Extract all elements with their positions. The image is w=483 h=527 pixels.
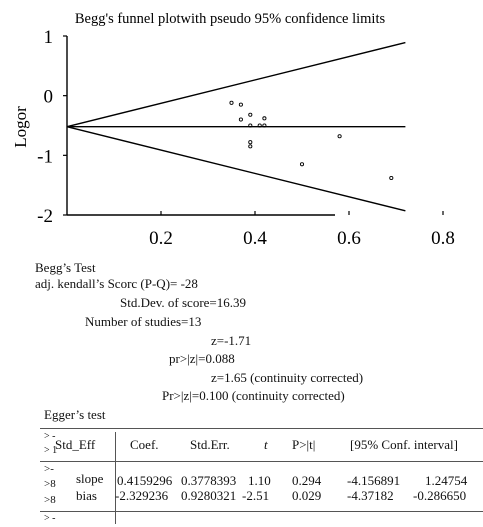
col-t: t <box>264 437 268 452</box>
col-coef: Coef. <box>130 437 159 452</box>
egger-cell-t: -2.51 <box>242 488 270 503</box>
egger-row-marker: >8 <box>44 478 56 490</box>
y-tick-label: 0 <box>44 87 54 108</box>
y-tick-label: 1 <box>44 27 54 48</box>
egger-cell-ci-high: -0.286650 <box>413 488 467 503</box>
study-point <box>238 102 243 107</box>
begg-p: pr>|z|=0.088 <box>169 351 235 366</box>
x-tick-label: 0.8 <box>431 228 455 249</box>
x-tick-label: 0.4 <box>243 228 267 249</box>
x-tick-label: 0.2 <box>149 228 173 249</box>
x-tick-label: 0.6 <box>337 228 361 249</box>
col-p: P>|t| <box>292 437 316 452</box>
egger-column-divider <box>115 432 116 524</box>
study-point <box>248 112 253 117</box>
egger-cell-se: 0.9280321 <box>181 488 237 503</box>
egger-cell-coef: -2.329236 <box>115 488 169 503</box>
study-point <box>299 162 305 167</box>
egger-cell-se: 0.3778393 <box>181 473 237 488</box>
begg-z-corrected: z=1.65 (continuity corrected) <box>211 370 364 385</box>
egger-footer-marker: ˃ - <box>44 513 56 524</box>
egger-row-head-bottom: ˃ 1 <box>44 445 58 456</box>
begg-studies: Number of studies=13 <box>85 314 202 329</box>
study-point <box>262 123 267 128</box>
egger-header-underline <box>40 461 483 462</box>
egger-row-marker-top: >- <box>44 463 54 475</box>
col-std-eff: Std_Eff <box>55 437 96 452</box>
x-ticks: 0.2 0.4 0.6 0.8 <box>149 211 455 249</box>
study-point <box>238 117 243 122</box>
egger-cell-p: 0.294 <box>292 473 322 488</box>
confidence-limit-lines <box>66 41 406 212</box>
y-tick-label: -2 <box>37 206 53 227</box>
begg-p-corrected: Pr>|z|=0.100 (continuity corrected) <box>162 388 345 403</box>
egger-row-label: bias <box>76 488 97 503</box>
study-point <box>262 116 267 121</box>
egger-cell-p: 0.029 <box>292 488 322 503</box>
study-point <box>257 123 262 128</box>
upper-confidence-limit <box>66 41 406 128</box>
egger-cell-ci-high: 1.24754 <box>425 473 468 488</box>
study-point <box>337 134 342 139</box>
egger-heading: Egger’s test <box>44 407 106 422</box>
egger-cell-coef: 0.4159296 <box>117 473 173 488</box>
study-point <box>248 140 253 145</box>
y-axis-label: Logor <box>11 106 30 148</box>
egger-row-head-top: ˃ - <box>44 431 56 442</box>
col-ci: [95% Conf. interval] <box>350 437 458 452</box>
begg-heading: Begg’s Test <box>35 260 96 275</box>
chart-title: Begg's funnel plotwith pseudo 95% confid… <box>75 11 386 27</box>
study-point <box>389 175 394 181</box>
egger-row-marker: >8 <box>44 494 56 506</box>
y-tick-label: -1 <box>37 146 53 167</box>
study-points <box>229 100 394 181</box>
egger-row-label: slope <box>76 471 104 486</box>
egger-table-bottom-rule <box>40 511 483 512</box>
y-ticks: 1 0 -1 -2 <box>37 27 67 227</box>
egger-cell-ci-low: -4.37182 <box>347 488 394 503</box>
egger-header-border <box>40 428 483 429</box>
egger-cell-t: 1.10 <box>248 473 271 488</box>
lower-confidence-limit <box>66 126 406 212</box>
begg-z: z=-1.71 <box>211 333 252 348</box>
begg-score: adj. kendall’s Scorc (P-Q)= -28 <box>35 276 198 291</box>
egger-cell-ci-low: -4.156891 <box>347 473 401 488</box>
study-point <box>248 123 253 128</box>
begg-stddev: Std.Dev. of score=16.39 <box>120 295 246 310</box>
col-std-err: Std.Err. <box>190 437 230 452</box>
study-point <box>248 144 253 149</box>
study-point <box>229 100 234 105</box>
